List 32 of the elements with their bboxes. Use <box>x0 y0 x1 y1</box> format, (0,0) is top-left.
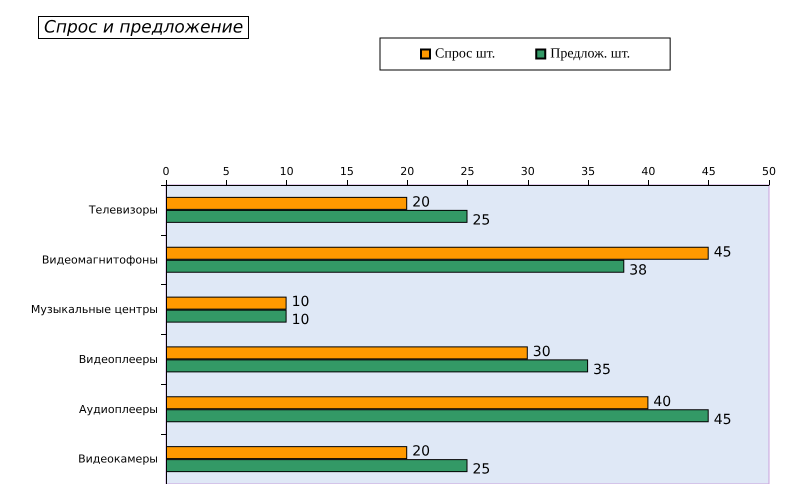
data-label: 10 <box>292 294 310 310</box>
data-label: 30 <box>532 344 551 360</box>
x-tick-label: 35 <box>581 165 596 178</box>
data-label: 40 <box>653 394 672 410</box>
x-tick-label: 50 <box>762 165 776 178</box>
x-tick-label: 5 <box>222 165 230 178</box>
legend-label: Спрос шт. <box>435 46 496 62</box>
x-tick-label: 10 <box>280 165 294 178</box>
legend-label: Предлож. шт. <box>550 46 630 62</box>
x-tick-label: 45 <box>702 165 716 178</box>
y-tick-label: Видеоплееры <box>78 352 158 366</box>
y-tick-label: Музыкальные центры <box>30 303 158 316</box>
x-tick-label: 40 <box>641 165 656 178</box>
data-label: 45 <box>714 412 732 428</box>
data-label: 35 <box>593 362 611 378</box>
y-tick-label: Аудиоплееры <box>79 402 158 416</box>
data-label: 20 <box>412 194 430 210</box>
data-label: 10 <box>292 312 310 328</box>
data-label: 25 <box>472 462 490 478</box>
x-tick-label: 25 <box>460 165 474 178</box>
data-label: 25 <box>472 212 490 228</box>
y-tick-label: Видеокамеры <box>78 452 158 466</box>
y-tick-label: Видеомагнитофоны <box>42 253 158 266</box>
x-tick-label: 20 <box>400 165 414 178</box>
data-label: 38 <box>629 262 648 278</box>
data-label: 20 <box>412 444 430 460</box>
data-label: 45 <box>714 244 732 260</box>
x-tick-label: 15 <box>340 165 354 178</box>
x-tick-label: 30 <box>520 165 535 178</box>
x-tick-label: 0 <box>162 165 170 178</box>
y-tick-label: Телевизоры <box>88 203 158 216</box>
chart-title: Спрос и предложение <box>44 18 244 38</box>
